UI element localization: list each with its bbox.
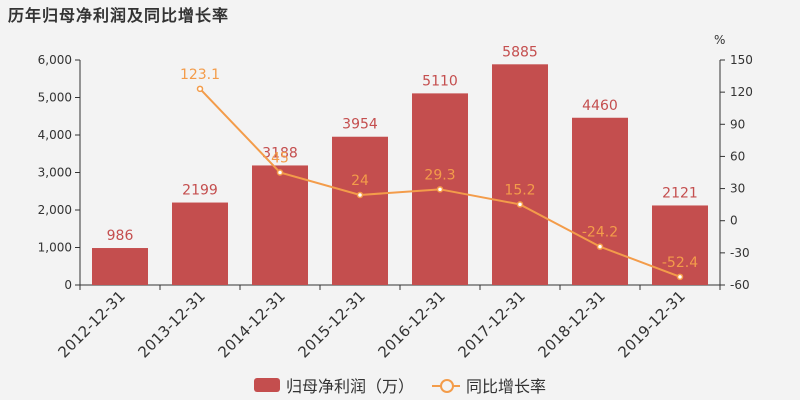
- x-tick-label: 2018-12-31: [534, 287, 608, 361]
- bar: [332, 136, 388, 285]
- axes-group: 0 1,000 2,000 3,000 4,000 5,000 6,000 -60 -30 0 30…: [38, 53, 753, 361]
- growth-value-label: 24: [351, 173, 369, 189]
- y-right-tick-label: -30: [730, 246, 750, 260]
- x-tick-label: 2019-12-31: [614, 287, 688, 361]
- growth-point: [676, 273, 684, 281]
- growth-line-group: [196, 85, 684, 281]
- y-left-tick-label: 4,000: [38, 128, 72, 142]
- x-tick-label: 2012-12-31: [54, 287, 128, 361]
- y-left-tick-label: 3,000: [38, 166, 72, 180]
- bar-value-label: 3188: [262, 145, 298, 161]
- line-circle-swatch-icon: [432, 378, 460, 393]
- growth-value-label: 123.1: [180, 67, 220, 83]
- growth-point: [196, 85, 204, 93]
- bar: [572, 117, 628, 285]
- legend-item-growth[interactable]: 同比增长率: [432, 373, 546, 397]
- y-right-tick-label: -60: [730, 278, 750, 292]
- bar-value-label: 4460: [582, 98, 618, 114]
- growth-point: [436, 186, 444, 193]
- chart-title: 历年归母净利润及同比增长率: [8, 6, 230, 25]
- bar-value-label: 986: [107, 228, 134, 244]
- growth-point: [516, 201, 524, 208]
- bar: [252, 165, 308, 285]
- legend-label-profit: 归母净利润（万）: [285, 377, 414, 396]
- x-tick-label: 2016-12-31: [374, 287, 448, 361]
- bar-value-label: 5885: [502, 44, 538, 60]
- growth-point: [356, 191, 364, 199]
- bar-value-label: 3954: [342, 117, 378, 133]
- x-tick-label: 2014-12-31: [214, 287, 288, 361]
- bar-swatch-icon: [253, 378, 280, 392]
- y-right-tick-label: 60: [730, 149, 745, 163]
- y-left-tick-label: 0: [64, 278, 72, 292]
- growth-point: [596, 243, 604, 250]
- growth-value-label: -24.2: [582, 225, 618, 241]
- bar: [492, 64, 548, 285]
- growth-value-label: 15.2: [504, 182, 535, 198]
- y-left-tick-label: 5,000: [38, 91, 72, 105]
- y-right-tick-label: 30: [730, 182, 745, 196]
- y-right-axis-label: %: [714, 33, 725, 47]
- bar: [652, 205, 708, 285]
- legend: 归母净利润（万） 同比增长率: [0, 373, 800, 397]
- bar-value-label: 2121: [662, 185, 698, 201]
- y-right-tick-label: 0: [730, 214, 738, 228]
- x-tick-label: 2017-12-31: [454, 287, 528, 361]
- growth-value-label: 45: [271, 151, 289, 167]
- y-right-tick-label: 90: [730, 117, 745, 131]
- bar-value-label: 5110: [422, 73, 458, 89]
- legend-label-growth: 同比增长率: [466, 377, 547, 396]
- x-tick-label: 2013-12-31: [134, 287, 208, 361]
- bars-group: [92, 64, 708, 285]
- line-labels-group: 123.1 45 24 29.3 15.2 -24.2 -52.4: [180, 67, 698, 271]
- y-right-tick-label: 120: [730, 85, 753, 99]
- x-tick-label: 2015-12-31: [294, 287, 368, 361]
- y-left-tick-label: 1,000: [38, 241, 72, 255]
- bar: [172, 202, 228, 285]
- growth-value-label: 29.3: [424, 167, 455, 183]
- y-right-tick-label: 150: [730, 53, 753, 67]
- bar: [92, 248, 148, 285]
- growth-point: [276, 169, 284, 176]
- bar-labels-group: 986 2199 3188 3954 5110 5885 4460 2121: [107, 44, 698, 244]
- y-left-tick-label: 6,000: [38, 53, 72, 67]
- growth-value-label: -52.4: [662, 255, 698, 271]
- bar-value-label: 2199: [182, 183, 218, 199]
- y-left-tick-label: 2,000: [38, 203, 72, 217]
- legend-item-profit[interactable]: 归母净利润（万）: [253, 373, 414, 397]
